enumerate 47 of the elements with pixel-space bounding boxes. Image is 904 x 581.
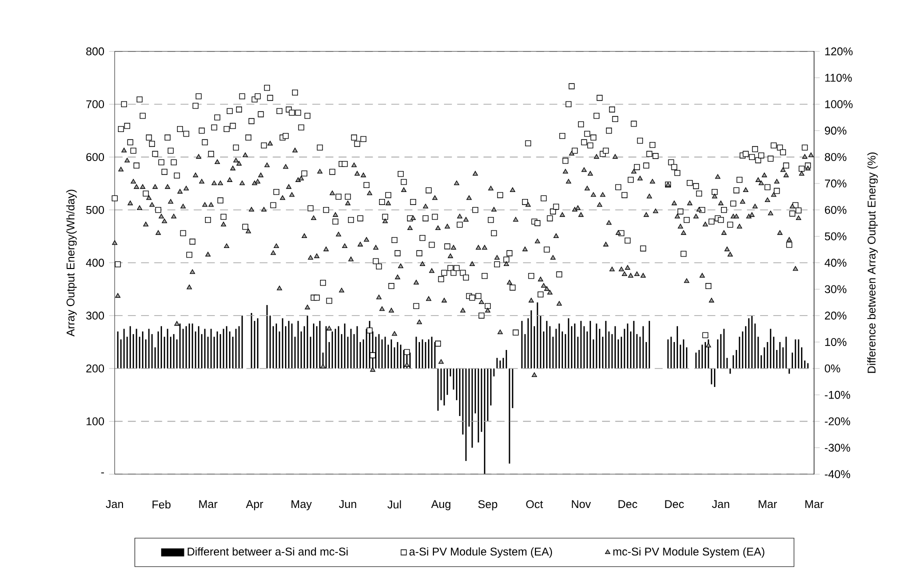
y-tick-label: 400 [86, 258, 104, 267]
y-tick-label: 800 [86, 47, 104, 56]
x-tick-label: Jan [712, 500, 730, 508]
y2-tick-label: 30% [824, 285, 846, 294]
y-tick-label: 100 [86, 417, 104, 426]
x-tick-label: Dec [618, 500, 638, 508]
y-tick-label: 700 [86, 100, 104, 108]
x-tick-label: Mar [758, 500, 777, 508]
y2-tick-label: 70% [824, 180, 846, 188]
x-tick-label: Apr [246, 500, 264, 510]
x-tick-label: Oct [526, 500, 543, 508]
y2-tick-label: 50% [824, 232, 846, 240]
y-tick-label: 300 [86, 312, 104, 320]
y-tick-label: 200 [86, 364, 104, 372]
legend-label: a-Si PV Module System (EA) [409, 547, 552, 558]
x-tick-label: Jun [338, 500, 356, 508]
y-axis-title: Array Output Energy(Wh/day) [66, 190, 77, 337]
y2-tick-label: 110% [825, 74, 852, 82]
y2-tick-label: 20% [824, 312, 846, 320]
y2-tick-label: 60% [824, 206, 846, 214]
y2-tick-label: -30% [824, 444, 850, 452]
y2-tick-label: 10% [825, 338, 846, 346]
legend-label: Different betweer a-Si and mc-Si [188, 547, 348, 556]
y2-tick-label: -10% [824, 391, 850, 399]
x-tick-label: May [292, 500, 312, 510]
y2-tick-label: 0% [824, 364, 840, 372]
x-tick-label: Dec [665, 500, 684, 508]
y2-axis-title: Difference between Array Output Energy (%) [867, 152, 878, 373]
y2-tick-label: 100% [825, 100, 853, 108]
y2-tick-label: -20% [824, 417, 850, 426]
y2-tick-label: 90% [824, 126, 846, 135]
x-tick-label: Jan [106, 500, 124, 508]
y2-tick-label: 120% [825, 47, 853, 56]
x-tick-label: Nov [572, 500, 591, 508]
y2-tick-label: 40% [824, 258, 846, 267]
y2-tick-label: 80% [824, 153, 846, 162]
x-tick-label: Sep [478, 500, 498, 510]
y-tick-label: 500 [86, 206, 104, 214]
x-tick-label: Mar [805, 500, 824, 508]
x-tick-label: Aug [431, 500, 450, 510]
y-tick-label: - [101, 472, 104, 474]
x-tick-label: Jul [387, 500, 401, 509]
legend-label: mc-Si PV Module System (EA) [613, 547, 764, 558]
y2-tick-label: -40% [824, 470, 850, 478]
y-tick-label: 600 [86, 153, 104, 162]
x-tick-label: Mar [199, 500, 218, 508]
x-tick-label: Feb [152, 500, 171, 509]
